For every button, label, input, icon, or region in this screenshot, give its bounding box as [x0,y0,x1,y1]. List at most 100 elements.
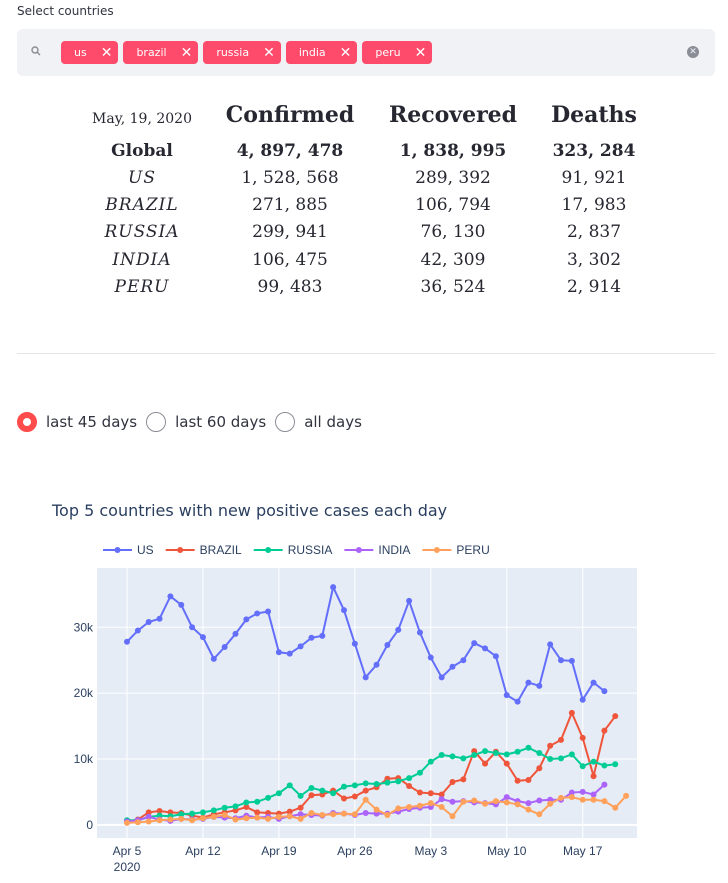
series-peru [124,792,630,826]
data-point [221,644,228,651]
data-point [612,804,619,811]
data-point [460,755,467,762]
data-point [601,781,608,788]
data-point [438,791,445,798]
series-line [126,710,617,823]
legend-item: RUSSIA [253,543,332,557]
series-russia [124,744,619,824]
data-point [395,778,402,785]
data-point [286,782,293,789]
data-point [265,608,272,615]
data-point [482,760,489,767]
legend-item: INDIA [344,543,410,557]
data-point [525,777,532,784]
row-label: Global [111,141,173,161]
data-point [297,792,304,799]
data-point [351,640,358,647]
data-point [167,816,174,823]
table-cell: 17, 983 [561,195,627,215]
data-point [124,638,130,645]
time-range-radio-group: last 45 days last 60 days all days [17,412,371,432]
row-label: INDIA [112,250,172,270]
data-point [373,781,380,787]
data-point [568,789,575,796]
data-point [579,696,586,703]
data-point [254,798,261,805]
tag-label: us [74,46,87,59]
data-point [590,679,597,686]
data-point [286,650,293,657]
data-point [210,807,217,814]
data-point [623,792,630,799]
radio-option[interactable]: last 45 days [17,412,137,432]
close-icon[interactable]: ✕ [263,44,275,61]
x-tick-label: May 10 [487,844,527,858]
column-header: Recovered [388,102,518,128]
data-point [178,601,185,608]
radio-label: last 60 days [175,413,267,431]
close-icon[interactable]: ✕ [339,44,352,61]
tag-label: peru [375,46,401,59]
data-point [536,682,543,689]
data-point [199,809,206,816]
table-cell: 36, 524 [420,277,486,297]
data-point [601,688,608,695]
data-point [297,643,304,650]
data-point [243,804,250,811]
data-point [427,654,434,661]
search-icon [31,45,41,59]
data-point [232,816,239,823]
data-point [547,641,554,648]
data-point [525,744,532,751]
data-point [449,779,456,786]
x-tick-label: Apr 19 [261,844,297,858]
data-point [210,813,217,820]
close-icon[interactable]: ✕ [100,44,113,61]
close-icon[interactable]: ✕ [414,44,427,61]
data-point [568,751,575,758]
data-point [558,736,564,743]
table-cell: 1, 838, 995 [399,141,507,161]
data-point [362,787,369,794]
table-cell: 299, 941 [252,222,328,242]
legend-item: US [103,543,154,557]
radio-circle[interactable] [275,412,296,432]
data-point [536,750,543,757]
legend-label: INDIA [378,543,410,557]
radio-circle[interactable] [17,412,37,432]
data-point [492,750,499,757]
data-point [590,758,597,765]
data-point [330,790,337,797]
country-multiselect[interactable]: us ✕ brazil ✕ russia ✕ india ✕ peru ✕ ✕ [17,29,715,76]
data-point [232,630,239,637]
data-point [156,615,163,622]
data-point [275,649,282,656]
data-point [341,795,347,802]
y-tick-label: 30k [74,620,94,634]
data-point [558,657,564,664]
row-label: US [128,168,156,188]
data-point [362,674,369,681]
radio-circle[interactable] [146,412,167,432]
series-line [127,746,616,822]
data-point [525,800,532,807]
radio-option[interactable]: all days [275,412,362,432]
data-point [189,624,196,631]
data-point [330,584,337,591]
data-point [265,794,272,801]
data-point [189,817,196,824]
row-label: BRAZIL [105,195,179,215]
data-point [384,811,391,818]
data-point [503,794,510,801]
data-point [579,788,586,795]
table-cell: 76, 130 [420,222,486,242]
data-point [221,804,228,811]
data-point [547,742,554,749]
data-point [243,815,250,822]
data-point [503,760,510,767]
table-cell: 289, 392 [415,168,491,188]
radio-option[interactable]: last 60 days [146,412,266,432]
clear-all-icon[interactable]: ✕ [687,46,699,58]
close-icon[interactable]: ✕ [180,44,193,61]
